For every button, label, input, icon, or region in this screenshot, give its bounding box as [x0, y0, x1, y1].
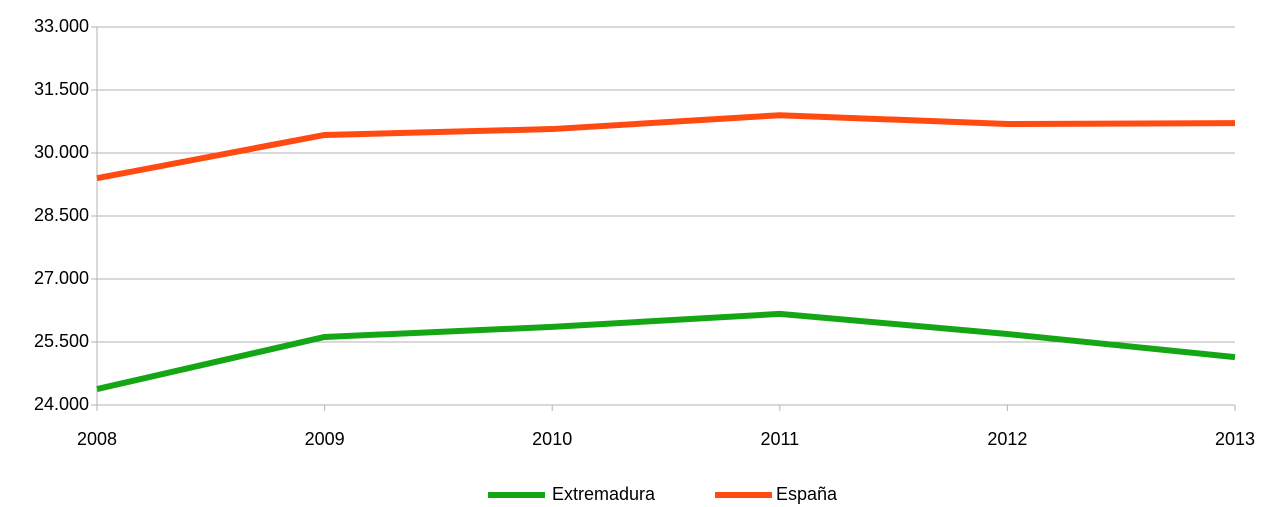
x-tick-label: 2008: [77, 429, 117, 449]
y-tick-label: 27.000: [34, 268, 89, 288]
line-series: [96, 112, 1236, 182]
y-tick-label: 25.500: [34, 331, 89, 351]
y-tick-label: 24.000: [34, 394, 89, 414]
y-tick-label: 31.500: [34, 79, 89, 99]
y-tick-label: 30.000: [34, 142, 89, 162]
x-tick-label: 2012: [987, 429, 1027, 449]
legend-label: España: [776, 484, 838, 504]
x-tick-label: 2009: [305, 429, 345, 449]
x-tick-label: 2011: [760, 429, 799, 449]
y-tick-label: 28.500: [34, 205, 89, 225]
x-tick-label: 2010: [532, 429, 572, 449]
line-series: [96, 310, 1236, 392]
legend-label: Extremadura: [552, 484, 656, 504]
x-tick-label: 2013: [1215, 429, 1255, 449]
y-tick-label: 33.000: [34, 16, 89, 36]
